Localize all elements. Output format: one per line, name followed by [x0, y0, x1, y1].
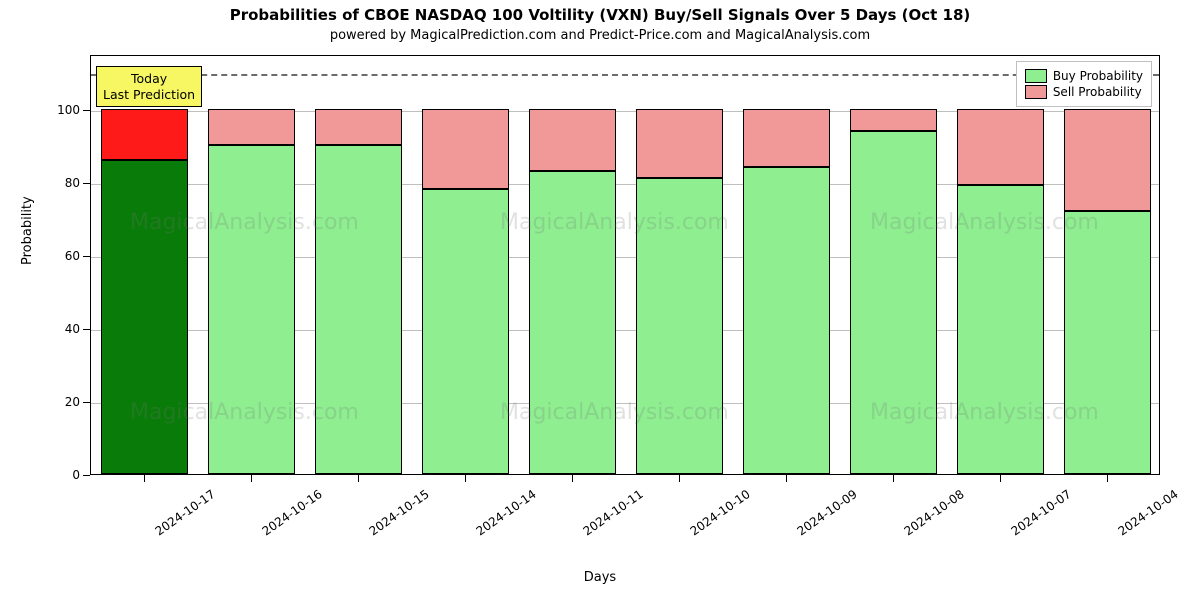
y-tick [83, 183, 90, 184]
chart-title: Probabilities of CBOE NASDAQ 100 Voltili… [0, 6, 1200, 24]
x-tick [893, 475, 894, 482]
sell-bar [850, 109, 938, 131]
sell-bar [957, 109, 1045, 186]
y-tick-label: 20 [52, 395, 80, 409]
bar-group [957, 54, 1045, 474]
y-tick-label: 0 [52, 468, 80, 482]
legend-row: Buy Probability [1025, 69, 1143, 83]
x-tick [786, 475, 787, 482]
y-tick-label: 80 [52, 176, 80, 190]
x-tick [572, 475, 573, 482]
y-tick-label: 60 [52, 249, 80, 263]
sell-bar [1064, 109, 1152, 211]
chart-subtitle: powered by MagicalPrediction.com and Pre… [0, 28, 1200, 43]
x-tick [679, 475, 680, 482]
x-tick [251, 475, 252, 482]
y-tick [83, 256, 90, 257]
legend-row: Sell Probability [1025, 85, 1143, 99]
x-tick [1000, 475, 1001, 482]
buy-bar [529, 171, 617, 474]
y-axis-label: Probability [20, 196, 35, 265]
today-annotation: TodayLast Prediction [96, 66, 202, 107]
sell-bar [743, 109, 831, 167]
bar-group [315, 54, 403, 474]
y-tick-label: 100 [52, 103, 80, 117]
x-tick [465, 475, 466, 482]
buy-bar [422, 189, 510, 474]
y-tick [83, 402, 90, 403]
buy-bar [957, 185, 1045, 474]
sell-bar [422, 109, 510, 189]
x-tick [358, 475, 359, 482]
buy-bar [101, 160, 189, 474]
bar-group [1064, 54, 1152, 474]
legend-swatch [1025, 85, 1047, 99]
x-tick [144, 475, 145, 482]
annotation-line1: Today [103, 71, 195, 87]
y-tick [83, 475, 90, 476]
legend-swatch [1025, 69, 1047, 83]
buy-bar [315, 145, 403, 474]
buy-bar [208, 145, 296, 474]
bar-group [636, 54, 724, 474]
sell-bar [636, 109, 724, 178]
sell-bar [529, 109, 617, 171]
legend-label: Sell Probability [1053, 85, 1142, 99]
bar-group [422, 54, 510, 474]
annotation-line2: Last Prediction [103, 87, 195, 103]
x-tick [1107, 475, 1108, 482]
sell-bar [315, 109, 403, 146]
sell-bar [208, 109, 296, 146]
x-axis-label: Days [0, 570, 1200, 585]
buy-bar [850, 131, 938, 474]
bar-group [529, 54, 617, 474]
buy-bar [1064, 211, 1152, 474]
bar-group [208, 54, 296, 474]
bar-group [850, 54, 938, 474]
bar-group [101, 54, 189, 474]
legend: Buy Probability Sell Probability [1016, 61, 1152, 107]
y-tick [83, 110, 90, 111]
legend-label: Buy Probability [1053, 69, 1143, 83]
buy-bar [743, 167, 831, 474]
bar-group [743, 54, 831, 474]
buy-bar [636, 178, 724, 474]
y-tick-label: 40 [52, 322, 80, 336]
y-tick [83, 329, 90, 330]
sell-bar [101, 109, 189, 160]
plot-area [90, 55, 1160, 475]
